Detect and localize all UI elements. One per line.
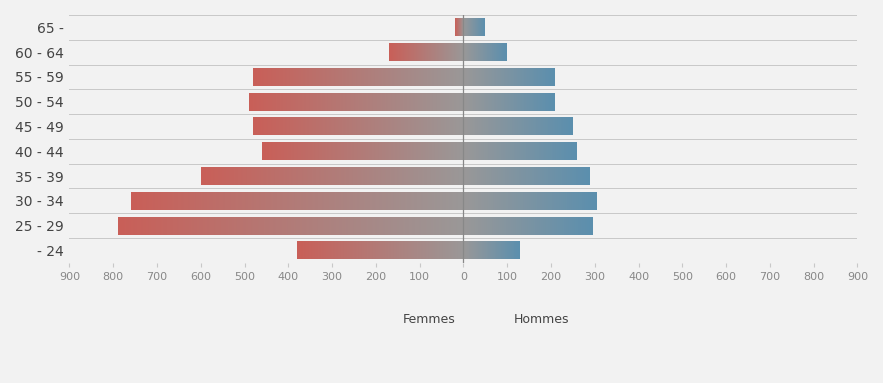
Legend: Femmes, Hommes: Femmes, Hommes (353, 308, 574, 331)
